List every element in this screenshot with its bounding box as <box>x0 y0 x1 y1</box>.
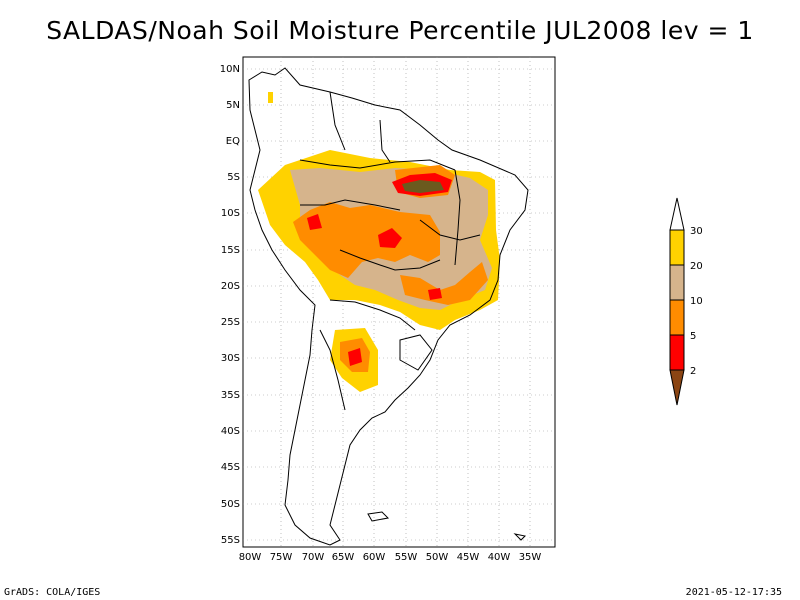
lat-tick: 45S <box>221 462 240 473</box>
shade-red-west <box>307 214 322 230</box>
lon-tick: 65W <box>332 552 355 563</box>
lat-tick: 5S <box>227 172 240 183</box>
border-line-4 <box>329 299 416 331</box>
shade-red-south <box>348 348 362 366</box>
footer-timestamp: 2021-05-12-17:35 <box>685 587 782 598</box>
lon-tick: 40W <box>488 552 511 563</box>
lat-tick: 25S <box>221 317 240 328</box>
lat-tick: 30S <box>221 353 240 364</box>
colorbar-segment-20-30 <box>669 229 685 266</box>
falklands <box>367 511 390 522</box>
colorbar-segment-10-20 <box>669 264 685 301</box>
lon-tick-labels: 80W 75W 70W 65W 60W 55W 50W 45W 40W 35W <box>239 552 542 563</box>
shade-brown-north <box>402 180 444 193</box>
shade-yellow-north <box>268 92 273 103</box>
lon-tick: 80W <box>239 552 262 563</box>
south-america-outline <box>248 67 529 546</box>
lon-tick: 60W <box>363 552 386 563</box>
lat-tick: 20S <box>221 281 240 292</box>
colorbar <box>669 197 685 406</box>
border-line-6 <box>419 219 481 241</box>
shaded-field <box>258 92 500 392</box>
colorbar-label: 30 <box>690 226 703 237</box>
colorbar-top-arrow <box>669 197 685 231</box>
border-line-1 <box>299 159 456 171</box>
colorbar-labels: 30 20 10 5 2 <box>690 226 703 377</box>
lon-tick: 70W <box>302 552 325 563</box>
lat-tick: 55S <box>221 535 240 546</box>
lon-tick: 75W <box>270 552 293 563</box>
colorbar-segment-2-5 <box>669 334 685 371</box>
shade-red-central <box>378 228 402 248</box>
map-title: SALDAS/Noah Soil Moisture Percentile JUL… <box>46 16 754 45</box>
colorbar-label: 2 <box>690 366 696 377</box>
border-line-8 <box>379 119 391 163</box>
footer-credit: GrADS: COLA/IGES <box>4 587 101 598</box>
lat-tick: EQ <box>226 136 240 147</box>
lon-tick: 50W <box>426 552 449 563</box>
lat-tick: 10S <box>221 208 240 219</box>
shade-orange-5-10 <box>293 202 440 278</box>
border-line-2 <box>300 199 401 211</box>
lat-tick: 15S <box>221 245 240 256</box>
lat-tick: 10N <box>220 64 240 75</box>
shade-red-east <box>428 288 442 300</box>
border-line-3 <box>339 249 441 271</box>
colorbar-bottom-arrow <box>669 369 685 406</box>
lat-tick: 5N <box>226 100 240 111</box>
colorbar-segment-5-10 <box>669 299 685 336</box>
coastlines <box>248 67 529 546</box>
border-line-9 <box>329 91 346 151</box>
border-line-7 <box>454 169 461 266</box>
colorbar-label: 5 <box>690 331 696 342</box>
lon-tick: 35W <box>519 552 542 563</box>
colorbar-label: 20 <box>690 261 703 272</box>
lat-tick: 35S <box>221 390 240 401</box>
lon-tick: 55W <box>395 552 418 563</box>
shade-orange-east <box>400 262 488 305</box>
uruguay-outline <box>399 334 433 371</box>
lon-tick: 45W <box>457 552 480 563</box>
colorbar-label: 10 <box>690 296 703 307</box>
lat-tick: 50S <box>221 499 240 510</box>
lat-tick: 40S <box>221 426 240 437</box>
lat-tick-labels: 10N 5N EQ 5S 10S 15S 20S 25S 30S 35S 40S… <box>220 64 240 546</box>
islands-south <box>513 533 527 541</box>
border-line-5 <box>319 329 346 411</box>
